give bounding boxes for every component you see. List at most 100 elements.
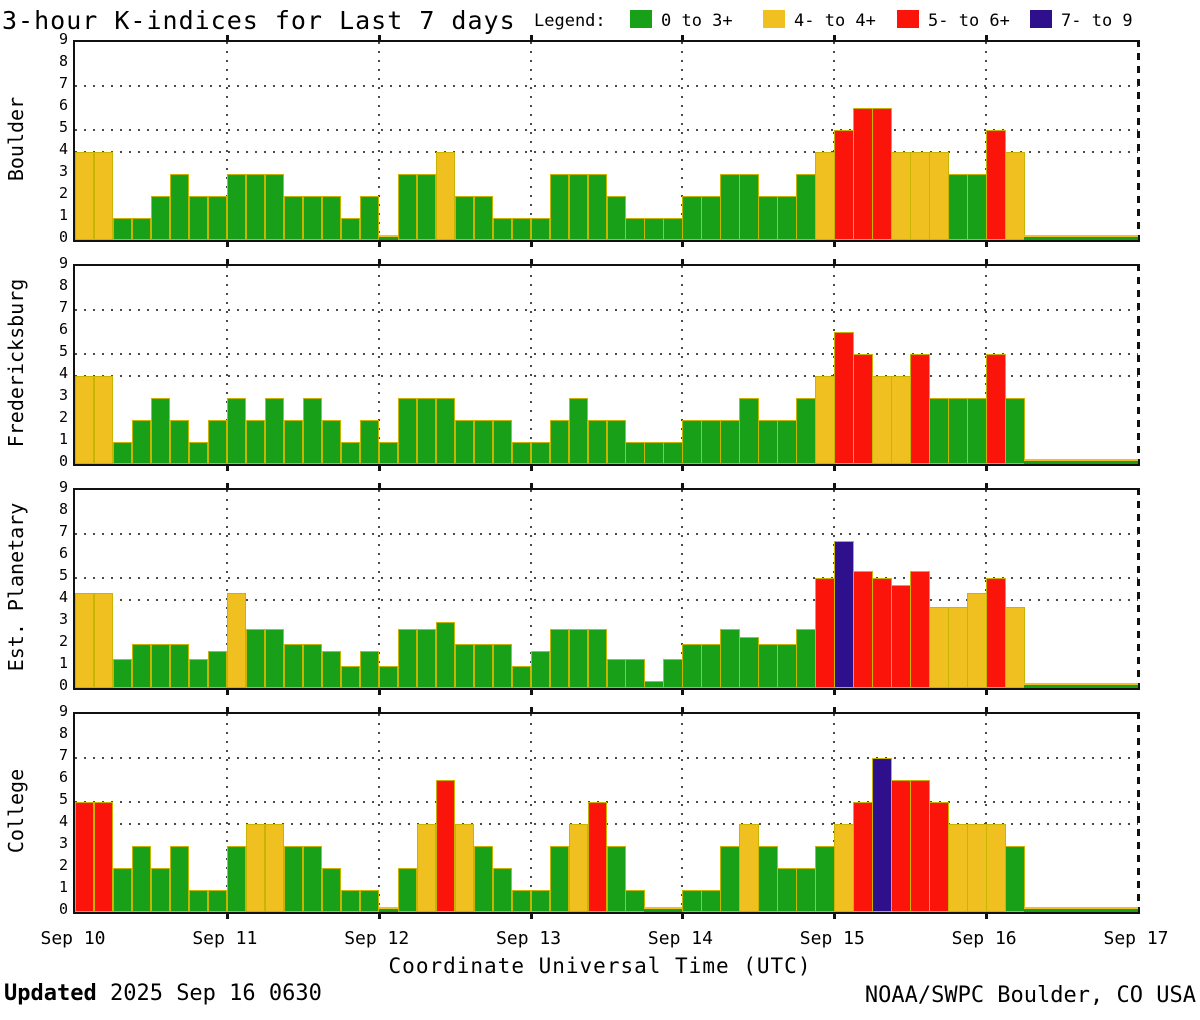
day-tick	[225, 259, 229, 264]
x-tick-label: Sep 10	[40, 928, 106, 949]
k-index-bar	[986, 354, 1006, 464]
legend-band-label: 7- to 9	[1061, 11, 1133, 31]
day-tick	[529, 914, 533, 919]
k-index-nub	[1043, 235, 1063, 240]
k-index-bar	[435, 780, 456, 912]
station-label-fredericksburg: Fredericksburg	[4, 278, 28, 448]
k-index-bar	[549, 629, 570, 688]
k-index-bar	[986, 130, 1006, 240]
k-index-bar	[796, 868, 816, 912]
day-tick	[225, 707, 229, 712]
k-index-bar	[302, 196, 323, 240]
legend-swatch-2	[763, 10, 785, 28]
day-tick	[833, 466, 837, 471]
day-tick	[529, 707, 533, 712]
day-tick	[529, 690, 533, 695]
grid-vline-day	[225, 490, 228, 688]
panel-right-dashed-border	[1137, 712, 1140, 914]
k-index-nub	[1024, 235, 1044, 240]
k-index-bar	[207, 651, 228, 688]
legend-band-label: 5- to 6+	[928, 11, 1010, 31]
k-index-bar	[758, 846, 778, 912]
k-index-nub	[378, 235, 399, 240]
k-index-bar	[492, 420, 513, 464]
y-tick-label: 7	[58, 522, 68, 540]
k-index-bar	[777, 196, 797, 240]
k-index-bar	[796, 398, 816, 464]
k-index-bar	[739, 398, 759, 464]
k-index-bar	[245, 174, 266, 240]
k-index-bar	[492, 644, 513, 688]
day-tick	[681, 242, 685, 247]
k-index-bar	[948, 174, 968, 240]
panel-college	[73, 707, 1140, 919]
k-index-bar	[777, 420, 797, 464]
k-index-bar	[302, 644, 323, 688]
k-index-bar	[777, 644, 797, 688]
day-tick	[529, 242, 533, 247]
grid-hline-k5	[75, 577, 1138, 579]
y-tick-label: 3	[58, 834, 68, 852]
k-index-bar	[359, 890, 380, 912]
grid-hline-k7	[75, 757, 1138, 759]
k-index-bar	[150, 398, 171, 464]
day-tick	[985, 707, 989, 712]
grid-vline-day	[681, 266, 684, 464]
y-tick-label: 5	[58, 566, 68, 584]
k-index-bar	[663, 442, 683, 464]
k-index-bar	[302, 846, 323, 912]
k-index-bar	[587, 420, 607, 464]
day-tick	[985, 483, 989, 488]
k-index-bar	[682, 644, 702, 688]
k-index-bar	[682, 196, 702, 240]
y-tick-label: 1	[58, 654, 68, 672]
k-index-bar	[112, 442, 133, 464]
y-tick-label: 8	[58, 52, 68, 70]
k-index-bar	[378, 666, 399, 688]
y-tick-label: 9	[58, 30, 68, 48]
k-index-bar	[910, 354, 930, 464]
k-index-bar	[226, 174, 247, 240]
k-index-bar	[397, 174, 418, 240]
k-index-bar	[1005, 398, 1025, 464]
k-index-bar	[93, 802, 114, 912]
k-index-bar	[568, 174, 588, 240]
k-index-bar	[416, 174, 437, 240]
k-index-bar	[644, 218, 664, 240]
k-index-nub	[1119, 235, 1139, 240]
grid-vline-day	[225, 42, 228, 240]
k-index-bar	[359, 196, 380, 240]
k-index-bar	[226, 398, 247, 464]
k-index-bar	[283, 196, 304, 240]
k-index-bar	[587, 629, 607, 688]
k-index-bar	[986, 824, 1006, 912]
y-tick-label: 3	[58, 610, 68, 628]
k-index-nub	[1100, 459, 1120, 464]
k-index-bar	[777, 868, 797, 912]
k-index-bar	[511, 666, 532, 688]
y-tick-label: 6	[58, 320, 68, 338]
grid-hline-k4	[75, 151, 1138, 153]
panel-right-dashed-border	[1137, 488, 1140, 690]
k-index-bar	[150, 644, 171, 688]
k-index-bar	[701, 644, 721, 688]
k-index-bar	[739, 636, 759, 688]
k-index-chart	[73, 35, 1140, 919]
k-index-bar	[188, 196, 209, 240]
k-index-bar	[169, 420, 190, 464]
k-index-bar	[891, 376, 911, 464]
k-index-nub	[1081, 235, 1101, 240]
k-index-bar	[796, 174, 816, 240]
k-index-bar	[454, 824, 475, 912]
day-tick	[225, 483, 229, 488]
y-tick-label: 9	[58, 254, 68, 272]
k-index-nub	[1062, 907, 1082, 912]
k-index-bar	[644, 680, 664, 688]
day-tick	[377, 242, 381, 247]
grid-hline-k7	[75, 533, 1138, 535]
y-tick-label: 5	[58, 342, 68, 360]
k-index-bar	[682, 890, 702, 912]
k-index-bar	[378, 442, 399, 464]
day-tick	[377, 35, 381, 40]
k-index-bar	[359, 651, 380, 688]
